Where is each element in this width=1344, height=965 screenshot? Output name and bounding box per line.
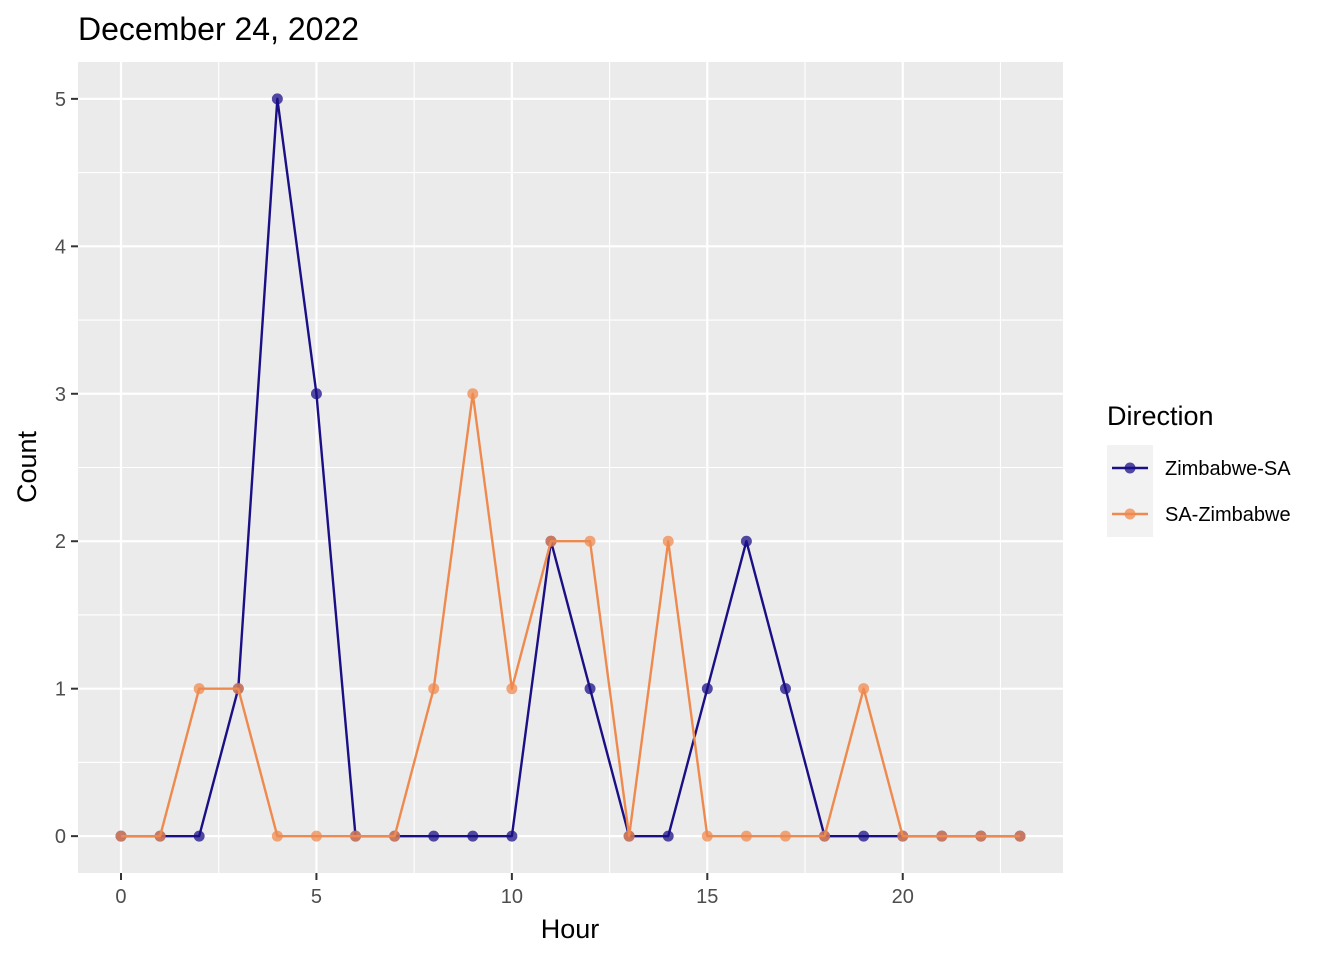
series-line-sa-zimbabwe [121, 392, 1020, 838]
data-point-sa-zimbabwe [232, 683, 244, 695]
y-axis-label: Count [12, 430, 42, 503]
data-point-sa-zimbabwe [545, 535, 557, 547]
data-point-zimbabwe-sa [584, 683, 596, 695]
x-axis: 0 5 10 15 20 [115, 873, 914, 908]
data-point-sa-zimbabwe [506, 683, 518, 695]
legend-title: Direction [1107, 401, 1214, 431]
series-line-zimbabwe-sa [121, 97, 1020, 838]
data-point-sa-zimbabwe [115, 830, 127, 842]
x-tick-label: 10 [501, 886, 523, 908]
data-point-sa-zimbabwe [1014, 830, 1026, 842]
data-point-sa-zimbabwe [897, 830, 909, 842]
x-tick-label: 15 [696, 886, 718, 908]
data-point-sa-zimbabwe [193, 683, 205, 695]
data-point-sa-zimbabwe [740, 830, 752, 842]
y-tick-label: 5 [55, 89, 66, 111]
legend-label: Zimbabwe-SA [1165, 458, 1291, 480]
legend-item-zimbabwe-sa: Zimbabwe-SA [1107, 445, 1291, 491]
data-point-sa-zimbabwe [975, 830, 987, 842]
data-point-zimbabwe-sa [467, 830, 479, 842]
y-axis: 0 1 2 3 4 5 [55, 89, 78, 848]
series-layer [115, 93, 1026, 842]
legend-key-point [1124, 508, 1136, 520]
data-point-zimbabwe-sa [858, 830, 870, 842]
data-point-sa-zimbabwe [623, 830, 635, 842]
data-point-sa-zimbabwe [310, 830, 322, 842]
data-point-sa-zimbabwe [779, 830, 791, 842]
series-sa-zimbabwe [115, 388, 1026, 842]
data-point-zimbabwe-sa [662, 830, 674, 842]
data-point-sa-zimbabwe [701, 830, 713, 842]
data-point-zimbabwe-sa [506, 830, 518, 842]
data-point-sa-zimbabwe [154, 830, 166, 842]
y-tick-label: 1 [55, 679, 66, 701]
data-point-sa-zimbabwe [389, 830, 401, 842]
data-point-sa-zimbabwe [858, 683, 870, 695]
data-point-zimbabwe-sa [271, 93, 283, 105]
legend-label: SA-Zimbabwe [1165, 504, 1291, 526]
data-point-sa-zimbabwe [467, 388, 479, 400]
data-point-zimbabwe-sa [193, 830, 205, 842]
data-point-zimbabwe-sa [779, 683, 791, 695]
data-point-sa-zimbabwe [936, 830, 948, 842]
x-tick-label: 5 [311, 886, 322, 908]
chart-title: December 24, 2022 [78, 11, 359, 47]
data-point-zimbabwe-sa [701, 683, 713, 695]
y-tick-label: 3 [55, 384, 66, 406]
legend-key-point [1124, 462, 1136, 474]
data-point-sa-zimbabwe [819, 830, 831, 842]
grid-minor [78, 62, 1063, 873]
data-point-sa-zimbabwe [350, 830, 362, 842]
data-point-sa-zimbabwe [271, 830, 283, 842]
data-point-sa-zimbabwe [584, 535, 596, 547]
legend: Direction Zimbabwe-SA SA-Zimbabwe [1107, 401, 1291, 537]
legend-item-sa-zimbabwe: SA-Zimbabwe [1107, 491, 1291, 537]
data-point-zimbabwe-sa [740, 535, 752, 547]
x-axis-label: Hour [541, 914, 600, 944]
x-tick-label: 20 [892, 886, 914, 908]
x-tick-label: 0 [115, 886, 126, 908]
data-point-sa-zimbabwe [428, 683, 440, 695]
y-tick-label: 4 [55, 236, 66, 258]
y-tick-label: 2 [55, 531, 66, 553]
y-tick-label: 0 [55, 826, 66, 848]
data-point-zimbabwe-sa [428, 830, 440, 842]
grid-major [78, 62, 1063, 873]
data-point-zimbabwe-sa [310, 388, 322, 400]
data-point-sa-zimbabwe [662, 535, 674, 547]
